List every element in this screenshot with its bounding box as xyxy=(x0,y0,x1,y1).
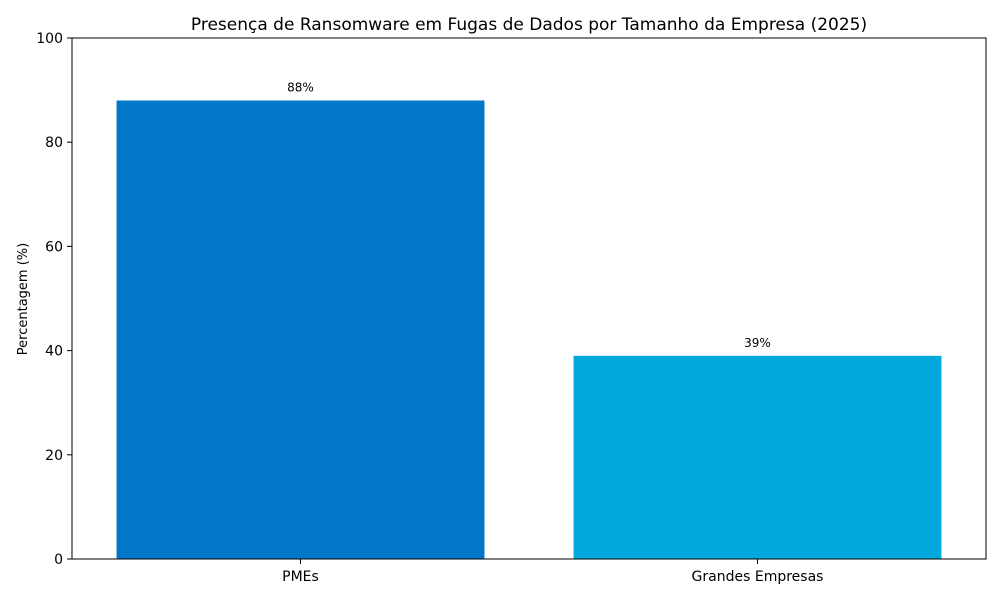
y-tick-label: 40 xyxy=(45,344,63,360)
x-axis-ticks: PMEs Grandes Empresas xyxy=(282,559,823,585)
y-axis-label: Percentagem (%) xyxy=(16,243,31,355)
y-tick-label: 80 xyxy=(45,135,63,151)
y-tick-label: 100 xyxy=(36,31,63,47)
y-tick-label: 20 xyxy=(45,448,63,464)
plot-area-frame xyxy=(71,37,987,560)
data-labels: 88% 39% xyxy=(287,81,771,350)
bar-grandes-empresas xyxy=(573,355,942,559)
y-axis-ticks: 0 20 40 60 80 100 xyxy=(36,31,72,568)
bar-value-label: 88% xyxy=(287,81,314,95)
bar-pmes xyxy=(116,100,485,560)
bar-series xyxy=(116,100,942,560)
y-tick-label: 0 xyxy=(54,552,63,568)
x-tick-label: PMEs xyxy=(282,569,319,585)
y-tick-label: 60 xyxy=(45,239,63,255)
chart-title: Presença de Ransomware em Fugas de Dados… xyxy=(191,15,867,35)
x-tick-label: Grandes Empresas xyxy=(692,569,824,585)
bar-value-label: 39% xyxy=(744,336,771,350)
